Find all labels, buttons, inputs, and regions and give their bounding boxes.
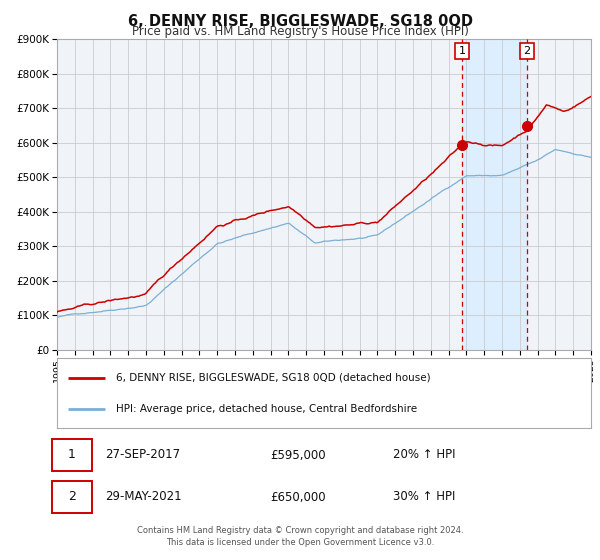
Bar [462,39,527,350]
Text: 20% ↑ HPI: 20% ↑ HPI [394,449,456,461]
Text: 1: 1 [458,46,466,56]
Text: £595,000: £595,000 [271,449,326,461]
Text: 2: 2 [68,491,76,503]
Text: 2: 2 [524,46,530,56]
Text: 27-SEP-2017: 27-SEP-2017 [105,449,180,461]
Text: 6, DENNY RISE, BIGGLESWADE, SG18 0QD: 6, DENNY RISE, BIGGLESWADE, SG18 0QD [128,14,473,29]
FancyBboxPatch shape [52,481,92,513]
Text: Contains HM Land Registry data © Crown copyright and database right 2024.: Contains HM Land Registry data © Crown c… [137,526,463,535]
Text: 29-MAY-2021: 29-MAY-2021 [105,491,182,503]
Text: HPI: Average price, detached house, Central Bedfordshire: HPI: Average price, detached house, Cent… [116,404,417,414]
Text: Price paid vs. HM Land Registry's House Price Index (HPI): Price paid vs. HM Land Registry's House … [131,25,469,38]
Text: 6, DENNY RISE, BIGGLESWADE, SG18 0QD (detached house): 6, DENNY RISE, BIGGLESWADE, SG18 0QD (de… [116,373,430,383]
Text: 30% ↑ HPI: 30% ↑ HPI [394,491,456,503]
Text: 1: 1 [68,449,76,461]
Text: This data is licensed under the Open Government Licence v3.0.: This data is licensed under the Open Gov… [166,538,434,547]
FancyBboxPatch shape [52,439,92,471]
Text: £650,000: £650,000 [271,491,326,503]
